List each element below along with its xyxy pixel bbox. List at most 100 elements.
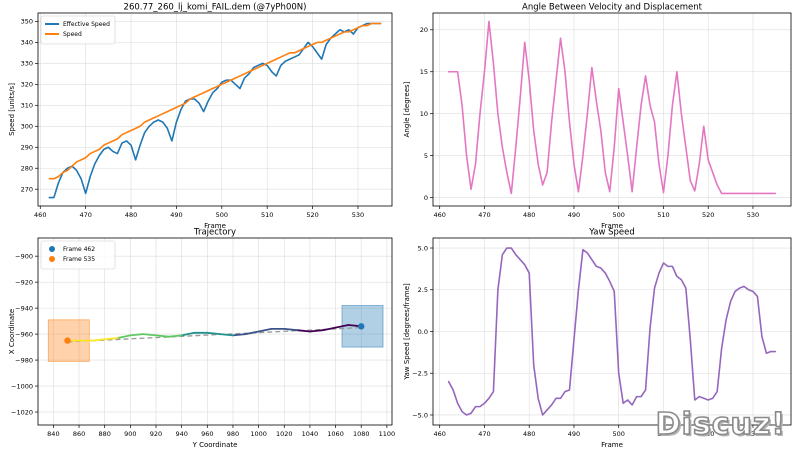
y-tick-label: 350: [21, 18, 33, 26]
x-tick-label: 520: [702, 430, 714, 438]
y-tick-label: 290: [21, 144, 33, 152]
x-tick-label: 840: [47, 430, 59, 438]
x-tick-label: 510: [657, 430, 669, 438]
y-tick-label: 20: [420, 26, 428, 34]
x-tick-label: 1000: [250, 430, 267, 438]
plot-frame: [37, 237, 393, 426]
trajectory-segment: [116, 334, 132, 339]
trajectory-segment: [244, 330, 260, 335]
y-tick-label: 280: [21, 165, 33, 173]
y-tick-label: 0: [424, 194, 428, 202]
trajectory-segment: [334, 324, 350, 329]
trend-line: [67, 326, 362, 343]
x-axis-label: Frame: [601, 441, 623, 449]
trajectory-segment: [232, 333, 247, 337]
x-tick-label: 490: [568, 430, 580, 438]
watermark-logo: Discuz!: [655, 406, 786, 443]
series-effective-speed: [48, 22, 382, 199]
y-tick-label: −900: [15, 252, 33, 260]
y-axis-label: Angle [degrees]: [403, 81, 411, 137]
y-tick-label: 5: [424, 152, 428, 160]
x-tick-label: 530: [352, 211, 364, 219]
plot-trajectory: 840 860 880 900 920 940 960 980 1000 1020 1040 1060…: [8, 228, 395, 450]
series-speed: [48, 22, 382, 180]
x-tick-label: 880: [98, 430, 110, 438]
plot-speed: 460 470 480 490 500 510 520 530 270 280 290 300 310 3…: [8, 3, 393, 230]
legend-box: [40, 15, 116, 45]
y-tick-label: −1020: [11, 408, 33, 416]
y-axis-label: Speed [units/s]: [8, 83, 16, 136]
chart-title: Trajectory: [193, 228, 236, 238]
y-tick-label: 320: [21, 81, 33, 89]
trajectory-segment: [206, 331, 222, 335]
trajectory-segment: [155, 334, 170, 338]
y-tick-label: −940: [15, 304, 33, 312]
y-tick-label: 270: [21, 186, 33, 194]
legend-marker: [49, 256, 55, 262]
x-tick-label: 1060: [327, 430, 344, 438]
plot-frame: [432, 12, 792, 207]
chart-title: 260.77_260_lj_komi_FAIL.dem (@7yPh00N): [124, 3, 307, 13]
x-tick-label: 470: [478, 211, 490, 219]
x-tick-label: 860: [73, 430, 85, 438]
chart-title: Angle Between Velocity and Displacement: [522, 3, 703, 13]
trajectory-segment: [90, 338, 106, 342]
y-tick-label: 310: [21, 102, 33, 110]
trajectory-segment: [103, 337, 119, 341]
y-tick-label: 340: [21, 39, 33, 47]
x-tick-label: 530: [747, 211, 759, 219]
y-tick-label: 300: [21, 123, 33, 131]
legend-label: Frame 535: [63, 256, 95, 263]
y-axis-label: X Coordinate: [8, 309, 16, 354]
y-tick-label: 5.0: [418, 244, 428, 252]
x-tick-label: 520: [306, 211, 318, 219]
y-tick-label: −2.5: [412, 370, 428, 378]
y-tick-label: 0.0: [418, 328, 428, 336]
x-tick-label: 480: [523, 430, 535, 438]
x-tick-label: 490: [170, 211, 182, 219]
y-tick-label: 10: [420, 110, 428, 118]
x-tick-label: 1100: [379, 430, 396, 438]
start-marker: [358, 323, 365, 330]
chart-title: Yaw Speed: [588, 228, 635, 238]
end-marker: [64, 337, 71, 344]
trajectory-segment: [167, 334, 183, 338]
x-tick-label: 530: [747, 430, 759, 438]
x-tick-label: 480: [523, 211, 535, 219]
x-tick-label: 470: [79, 211, 91, 219]
x-tick-label: 1040: [302, 430, 319, 438]
x-tick-label: 470: [478, 430, 490, 438]
trajectory-segment: [180, 331, 196, 337]
trajectory-segment: [296, 329, 311, 333]
legend-label: Speed: [63, 31, 82, 38]
y-tick-label: 330: [21, 60, 33, 68]
x-tick-label: 1020: [276, 430, 293, 438]
y-tick-label: −980: [15, 356, 33, 364]
legend-box: [40, 240, 116, 270]
x-tick-label: 980: [227, 430, 239, 438]
x-tick-label: 900: [124, 430, 136, 438]
series-angle: [447, 20, 777, 195]
x-tick-label: 520: [702, 211, 714, 219]
y-tick-label: −920: [15, 278, 33, 286]
x-tick-label: 500: [613, 430, 625, 438]
x-tick-label: 500: [216, 211, 228, 219]
x-tick-label: 460: [34, 211, 46, 219]
x-tick-label: 460: [434, 211, 446, 219]
x-tick-label: 1080: [353, 430, 370, 438]
x-axis-label: Y Coordinate: [192, 441, 238, 449]
legend-label: Frame 462: [63, 246, 95, 253]
y-tick-label: −1000: [11, 382, 33, 390]
x-tick-label: 460: [434, 430, 446, 438]
trajectory-segment: [129, 333, 145, 337]
x-axis-label: Frame: [204, 222, 226, 230]
trajectory-segment: [309, 329, 324, 333]
series-yaw-speed: [447, 247, 777, 416]
y-tick-label: −5.0: [412, 411, 428, 419]
trajectory-segment: [257, 328, 273, 333]
trajectory-segment: [283, 328, 298, 332]
trajectory-segment: [321, 326, 337, 332]
x-axis-label: Frame: [601, 222, 623, 230]
